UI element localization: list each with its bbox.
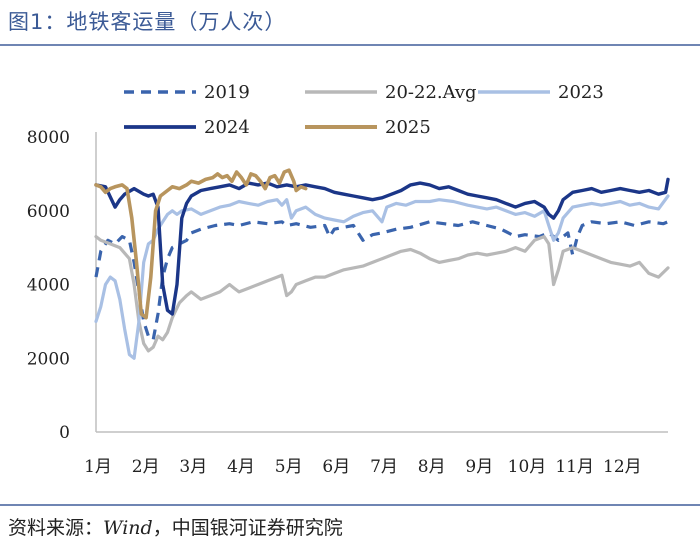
x-tick-label: 7月 — [370, 457, 398, 477]
x-tick-label: 9月 — [465, 457, 493, 477]
source-note: 资料来源：Wind，中国银河证券研究院 — [8, 513, 343, 540]
x-tick-label: 4月 — [227, 457, 255, 477]
series-line-20-22.Avg — [94, 235, 670, 353]
legend-label: 2024 — [204, 117, 250, 138]
legend-label: 20-22.Avg — [385, 82, 477, 103]
x-tick-label: 11月 — [555, 457, 594, 477]
source-rule — [0, 504, 700, 506]
y-tick-label: 4000 — [27, 276, 70, 296]
series-line-2019 — [94, 220, 669, 342]
legend-label: 2025 — [385, 117, 431, 138]
line-chart: 0 2000 4000 6000 8000 1月 2月 3月 4月 5月 6月 7月 8月 9月 10月 11… — [27, 82, 670, 477]
x-tick-label: 8月 — [418, 457, 446, 477]
y-tick-label: 6000 — [27, 202, 70, 222]
x-tick-label: 3月 — [179, 457, 207, 477]
chart-title: 图1：地铁客运量（万人次） — [8, 10, 287, 34]
source-suffix: ，中国银河证券研究院 — [152, 517, 343, 539]
source-name: Wind — [103, 517, 153, 539]
series-line-2024 — [94, 177, 670, 316]
x-tick-label: 12月 — [603, 457, 642, 477]
series-line-2025 — [94, 168, 308, 320]
legend-label: 2023 — [558, 82, 604, 103]
source-label: 资料来源： — [8, 517, 104, 539]
legend-label: 2019 — [204, 82, 250, 103]
y-tick-label: 8000 — [27, 128, 70, 148]
x-tick-label: 5月 — [275, 457, 303, 477]
x-tick-label: 6月 — [322, 457, 350, 477]
x-tick-label: 10月 — [508, 457, 547, 477]
x-tick-label: 1月 — [84, 457, 112, 477]
y-tick-label: 0 — [59, 423, 70, 443]
y-tick-label: 2000 — [27, 349, 70, 369]
title-rule — [0, 44, 700, 46]
x-tick-label: 2月 — [132, 457, 160, 477]
